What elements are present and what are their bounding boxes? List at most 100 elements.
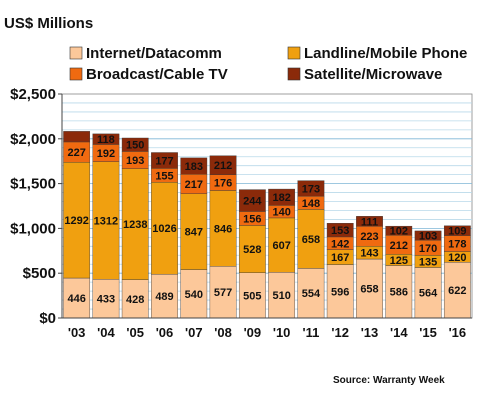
chart-title: US$ Millions — [4, 15, 93, 32]
data-label: 596 — [331, 286, 349, 298]
data-label: 183 — [185, 161, 203, 173]
bar-segment — [151, 182, 178, 275]
data-label: 1292 — [64, 215, 88, 227]
x-tick-label: '12 — [331, 325, 349, 340]
bar-segment — [92, 133, 120, 145]
data-label: 140 — [272, 207, 290, 219]
data-label: 125 — [390, 255, 408, 267]
y-tick-label: $500 — [23, 265, 56, 282]
data-label: 153 — [331, 225, 349, 237]
data-label: 176 — [214, 178, 232, 190]
data-label: 182 — [272, 192, 290, 204]
bar-segment — [238, 225, 266, 273]
legend-label-internet: Internet/Datacomm — [86, 45, 222, 62]
bar-segment — [414, 267, 442, 319]
data-label: 658 — [302, 234, 320, 246]
bar-segment — [92, 161, 120, 280]
data-label: 120 — [448, 252, 466, 264]
bar-segment — [297, 180, 325, 197]
y-tick-label: $1,500 — [10, 176, 56, 193]
bar-segment — [297, 209, 325, 269]
legend-label-landline: Landline/Mobile Phone — [304, 45, 467, 62]
data-label: 156 — [243, 213, 261, 225]
x-tick-label: '07 — [185, 325, 203, 340]
bar-segment — [151, 273, 178, 319]
data-label: 143 — [360, 248, 378, 260]
data-label: 155 — [155, 170, 173, 182]
data-label: 607 — [272, 240, 290, 252]
y-tick-label: $2,500 — [10, 86, 56, 103]
bar-segment — [180, 193, 208, 270]
bar-segment — [121, 137, 149, 152]
data-label: 1312 — [94, 215, 118, 227]
data-label: 1238 — [123, 219, 147, 231]
data-label: 433 — [97, 294, 115, 306]
legend: Internet/Datacomm Landline/Mobile Phone … — [69, 45, 467, 83]
y-tick-label: $1,000 — [10, 220, 56, 237]
y-tick-label: $2,000 — [10, 131, 56, 148]
bar-segment — [209, 266, 237, 319]
x-tick-label: '06 — [156, 325, 174, 340]
x-tick-label: '16 — [449, 325, 467, 340]
bar-segment — [414, 230, 442, 241]
bar-segment — [385, 265, 413, 319]
bar-segment — [92, 279, 120, 319]
bar-segment — [63, 131, 91, 143]
bar-segment — [385, 225, 413, 236]
data-label: 217 — [185, 179, 203, 191]
data-label: 505 — [243, 290, 261, 302]
bar-segment — [326, 223, 354, 238]
data-label: 846 — [214, 223, 232, 235]
legend-swatch-broadcast — [69, 67, 83, 81]
bar-segment — [63, 162, 91, 279]
bar-segment — [63, 277, 91, 319]
data-label: 109 — [448, 226, 466, 238]
data-label: 212 — [214, 160, 232, 172]
data-label: 142 — [331, 238, 349, 250]
x-tick-label: '05 — [126, 325, 144, 340]
data-label: 150 — [126, 140, 144, 152]
data-label: 212 — [390, 240, 408, 252]
bar-segment — [356, 216, 383, 227]
data-label: 111 — [361, 216, 378, 228]
legend-label-broadcast: Broadcast/Cable TV — [86, 66, 228, 83]
bar-segment — [443, 262, 471, 319]
bar-segment — [297, 268, 325, 319]
x-tick-label: '09 — [244, 325, 262, 340]
bar-segment — [443, 225, 471, 236]
x-tick-label: '11 — [303, 325, 320, 340]
bar-segment — [209, 155, 237, 175]
legend-label-satellite: Satellite/Microwave — [304, 66, 442, 83]
data-label: 1026 — [152, 223, 176, 235]
data-label: 173 — [302, 183, 320, 195]
data-label: 446 — [67, 293, 85, 305]
data-label: 658 — [360, 284, 378, 296]
bars: 446 1292 227 433 1312 192 118 428 1238 193 150 489 1… — [63, 131, 471, 319]
data-label: 489 — [155, 291, 173, 303]
bar-segment — [268, 217, 296, 273]
x-tick-label: '13 — [361, 325, 379, 340]
data-label: 554 — [302, 288, 321, 300]
data-label: 167 — [331, 252, 349, 264]
data-label: 170 — [419, 243, 437, 255]
x-tick-label: '14 — [390, 325, 408, 340]
x-tick-label: '15 — [419, 325, 437, 340]
y-axis: $0 $500 $1,000 $1,500 $2,000 $2,500 — [10, 86, 63, 327]
data-label: 227 — [67, 147, 85, 159]
data-label: 178 — [448, 239, 466, 251]
legend-swatch-satellite — [287, 67, 301, 81]
x-tick-label: '03 — [68, 325, 86, 340]
data-label: 510 — [272, 290, 290, 302]
data-label: 148 — [302, 198, 320, 210]
bar-segment — [180, 269, 208, 319]
data-label: 135 — [419, 256, 437, 268]
data-label: 103 — [419, 231, 437, 243]
legend-swatch-landline — [287, 46, 301, 60]
data-label: 192 — [97, 148, 115, 160]
data-label: 622 — [448, 285, 466, 297]
data-label: 528 — [243, 244, 261, 256]
bar-segment — [268, 188, 296, 206]
data-label: 177 — [155, 155, 173, 167]
data-label: 244 — [243, 196, 262, 208]
